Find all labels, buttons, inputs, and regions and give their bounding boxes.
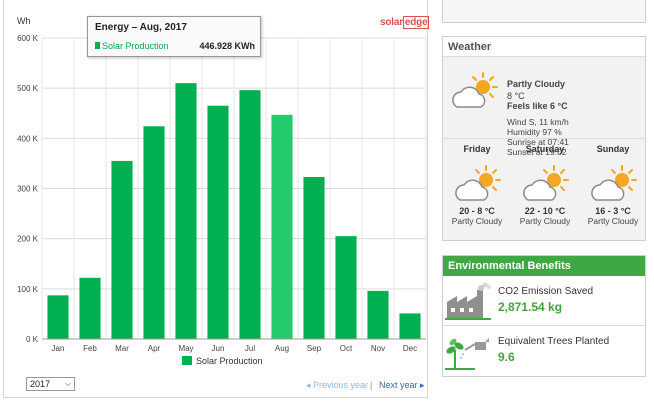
- bar-aug[interactable]: [271, 114, 293, 339]
- tooltip-swatch: [95, 42, 100, 49]
- x-tick-label: Jul: [245, 344, 255, 353]
- x-tick-label: Nov: [371, 344, 385, 353]
- env-title: Environmental Benefits: [443, 256, 645, 276]
- forecast-day: Friday 20 - 8 °C Partly Cloudy: [443, 141, 511, 241]
- y-tick-label: 300 K: [17, 185, 39, 194]
- forecast-range: 22 - 10 °C: [524, 206, 566, 216]
- bar-jun[interactable]: [207, 105, 229, 339]
- forecast-day-name: Friday: [463, 144, 491, 154]
- next-year-link[interactable]: Next year ▸: [379, 380, 425, 390]
- tooltip-series: Solar Production: [102, 41, 169, 51]
- chevron-down-icon: ⌵: [64, 379, 71, 388]
- forecast-desc: Partly Cloudy: [451, 216, 503, 226]
- x-tick-label: Mar: [115, 344, 129, 353]
- co2-value: 2,871.54 kg: [498, 300, 563, 314]
- chart-legend[interactable]: Solar Production: [182, 356, 263, 366]
- current-temp: 8 °C: [507, 91, 525, 101]
- energy-bar-chart: 0 K 100 K 200 K 300 K 400 K 500 K 600 K Jan Feb M…: [17, 34, 427, 353]
- forecast-desc: Partly Cloudy: [587, 216, 639, 226]
- partly-cloudy-icon: [523, 165, 569, 201]
- trees-row: Equivalent Trees Planted 9.6: [443, 326, 645, 376]
- forecast-day: Saturday 22 - 10 °C Partly Cloudy: [511, 141, 579, 241]
- partly-cloudy-icon: [452, 72, 498, 108]
- previous-year-link[interactable]: ◂ Previous year: [306, 380, 369, 390]
- x-tick-label: Feb: [83, 344, 97, 353]
- x-tick-label: Dec: [403, 344, 417, 353]
- year-select-value: 2017: [30, 379, 51, 389]
- bar-apr[interactable]: [143, 126, 165, 339]
- partly-cloudy-icon: [455, 165, 501, 201]
- bar-sep[interactable]: [303, 176, 325, 339]
- forecast-day: Sunday 16 - 3 °C Partly Cloudy: [579, 141, 647, 241]
- sunset: Sunset at 19:02: [507, 147, 567, 157]
- trees-label: Equivalent Trees Planted: [498, 336, 610, 347]
- previous-year-label: Previous year: [313, 380, 369, 390]
- y-tick-label: 600 K: [17, 34, 39, 43]
- x-tick-label: May: [178, 344, 193, 353]
- bar-dec[interactable]: [399, 313, 421, 339]
- forecast-day-name: Sunday: [596, 144, 630, 154]
- sunrise: Sunrise at 07:41: [507, 137, 569, 147]
- year-select[interactable]: 2017 ⌵: [26, 377, 75, 391]
- co2-label: CO2 Emission Saved: [498, 286, 594, 297]
- bar-nov[interactable]: [367, 290, 389, 339]
- tree-watering-icon: [445, 338, 489, 370]
- current-desc: Partly Cloudy: [507, 79, 566, 89]
- tooltip-value: 446.928 KWh: [199, 41, 255, 51]
- bar-may[interactable]: [175, 83, 197, 340]
- partly-cloudy-icon: [591, 165, 637, 201]
- weather-title: Weather: [443, 37, 645, 57]
- x-tick-label: Sep: [307, 344, 322, 353]
- forecast-range: 16 - 3 °C: [595, 206, 631, 216]
- forecast-desc: Partly Cloudy: [519, 216, 571, 226]
- environmental-benefits-panel: Environmental Benefits CO2 Emission Save…: [442, 255, 646, 377]
- factory-icon: [445, 282, 492, 320]
- y-tick-label: 200 K: [17, 235, 39, 244]
- bar-mar[interactable]: [111, 160, 133, 339]
- y-axis-unit: Wh: [17, 16, 31, 26]
- forecast-range: 20 - 8 °C: [459, 206, 495, 216]
- current-weather: Partly Cloudy 8 °C Feels like 6 °C Wind …: [443, 57, 645, 157]
- x-tick-label: Oct: [340, 344, 353, 353]
- x-tick-label: Aug: [275, 344, 289, 353]
- wind: Wind S, 11 km/h: [507, 117, 569, 127]
- brand-solar: solar: [380, 17, 403, 28]
- y-tick-label: 400 K: [17, 134, 39, 143]
- chart-tooltip: Energy – Aug, 2017 Solar Production 446.…: [87, 16, 261, 57]
- trees-value: 9.6: [498, 350, 515, 364]
- nav-separator: |: [370, 380, 373, 390]
- y-tick-label: 0 K: [26, 335, 39, 344]
- legend-swatch: [182, 356, 192, 365]
- x-tick-label: Jan: [52, 344, 65, 353]
- bar-oct[interactable]: [335, 236, 357, 339]
- forecast-day-name: Saturday: [525, 144, 565, 154]
- humidity: Humidity 97 %: [507, 127, 562, 137]
- co2-row: CO2 Emission Saved 2,871.54 kg: [443, 276, 645, 326]
- feels-like: Feels like 6 °C: [507, 101, 568, 111]
- legend-label: Solar Production: [196, 356, 263, 366]
- x-tick-label: Jun: [212, 344, 225, 353]
- solaredge-logo: solar edge: [380, 16, 430, 29]
- next-year-label: Next year: [379, 380, 418, 390]
- bar-feb[interactable]: [79, 277, 101, 339]
- y-tick-label: 100 K: [17, 285, 39, 294]
- bar-jan[interactable]: [47, 295, 69, 339]
- energy-chart-panel: 0 K 100 K 200 K 300 K 400 K 500 K 600 K Jan Feb M…: [3, 0, 430, 398]
- tooltip-title: Energy – Aug, 2017: [95, 22, 187, 33]
- bar-jul[interactable]: [239, 90, 261, 339]
- top-panel: [442, 0, 646, 23]
- weather-panel: Weather Partly Cloudy 8 °C Feels like 6 …: [442, 36, 646, 241]
- brand-edge: edge: [402, 16, 430, 29]
- x-tick-label: Apr: [148, 344, 161, 353]
- y-tick-label: 500 K: [17, 84, 39, 93]
- tooltip-row: Solar Production 446.928 KWh: [95, 41, 255, 51]
